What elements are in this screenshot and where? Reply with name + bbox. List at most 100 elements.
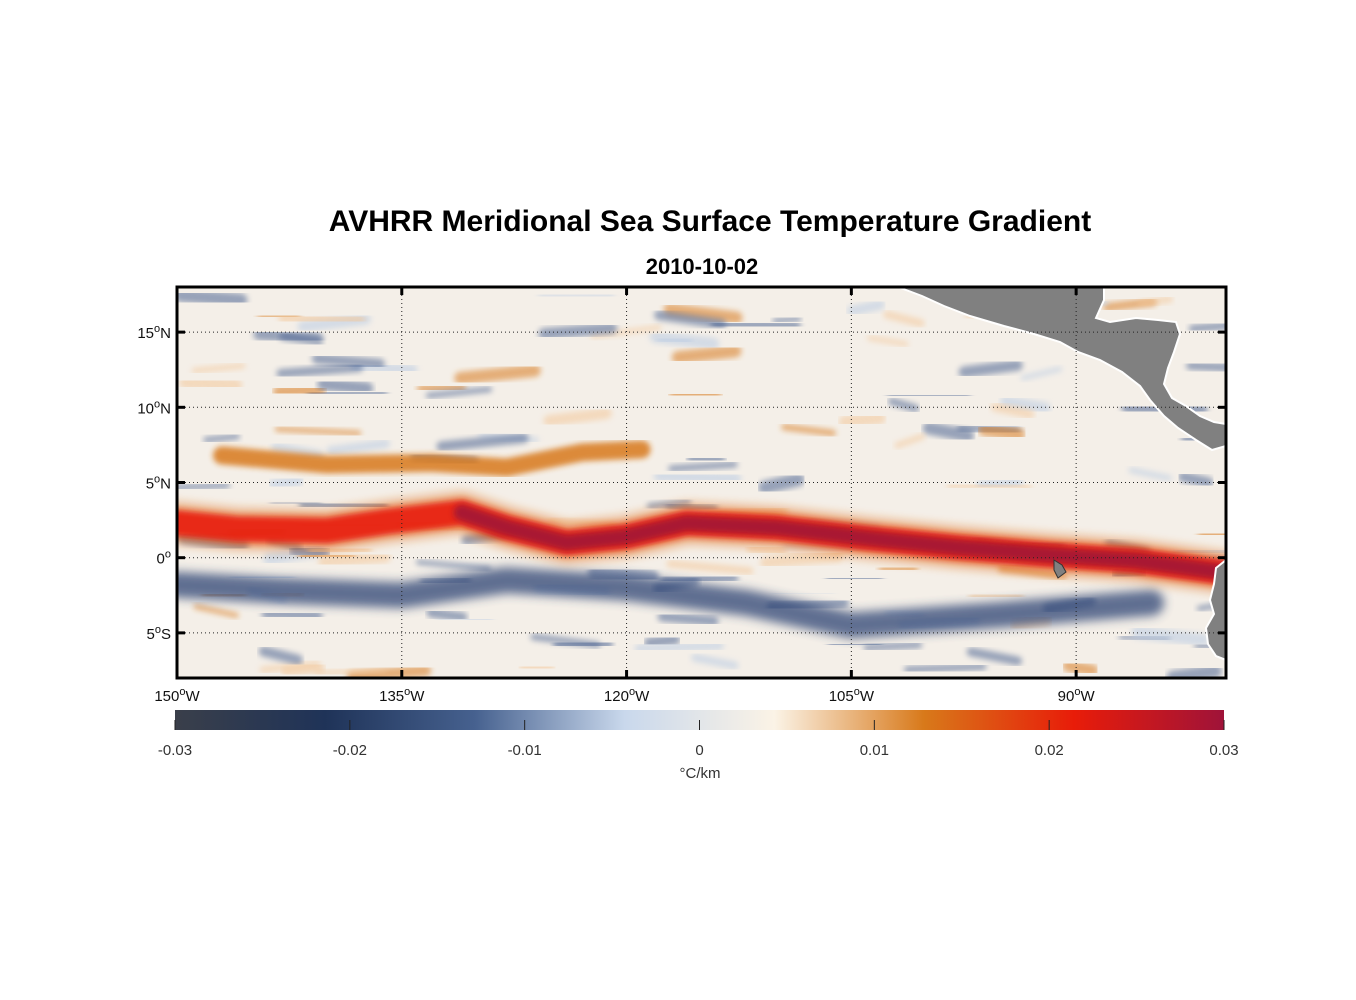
gradient-patch <box>894 433 926 449</box>
gradient-patch <box>538 322 618 340</box>
gradient-patch <box>846 299 886 317</box>
chart-title: AVHRR Meridional Sea Surface Temperature… <box>328 205 1092 238</box>
colorbar-tick-label: 0 <box>695 742 703 759</box>
gradient-patch <box>538 292 615 299</box>
gradient-patch <box>280 661 325 678</box>
gradient-patch <box>317 377 374 395</box>
gradient-patch <box>416 382 467 393</box>
gradient-patch <box>318 551 391 568</box>
gradient-patch <box>177 288 248 307</box>
x-tick-label: 90oW <box>1058 686 1096 705</box>
y-tick-label: 10oN <box>137 398 171 417</box>
gradient-patch <box>958 359 1023 378</box>
gradient-patch <box>1194 642 1226 650</box>
gradient-patch <box>179 375 243 392</box>
gradient-patch <box>660 573 739 585</box>
land-mask <box>897 287 1226 662</box>
gradient-patch <box>278 311 366 327</box>
gradient-patch <box>888 397 920 413</box>
gradient-patch <box>314 667 388 676</box>
gradient-patch <box>1131 625 1210 647</box>
gradient-patch <box>653 470 742 485</box>
colorbar-label: °C/km <box>680 765 721 782</box>
chart-subtitle: 2010-10-02 <box>645 254 759 279</box>
gradient-patch <box>274 426 362 436</box>
gradient-patch <box>968 589 1024 603</box>
gradient-patch <box>276 363 364 378</box>
gradient-patch <box>643 634 681 649</box>
x-tick-label: 120oW <box>604 686 650 705</box>
x-axis: 150oW 135oW 120oW 105oW 90oW <box>154 287 1095 705</box>
grid-lines <box>177 287 1226 678</box>
gradient-patch <box>838 411 886 429</box>
gradient-patch <box>268 475 305 491</box>
gradient-patch <box>1138 295 1174 308</box>
gradient-patch <box>416 559 492 571</box>
gradient-patch <box>346 664 432 678</box>
y-tick-label: 5oN <box>146 474 171 493</box>
gradient-patch <box>922 421 975 443</box>
secondary-front-band <box>213 440 651 477</box>
gradient-patch <box>1166 664 1222 678</box>
gradient-patch <box>553 637 614 652</box>
gradient-patch <box>867 335 909 347</box>
gradient-patch <box>883 310 925 328</box>
colorbar-tick-label: 0.01 <box>860 742 889 759</box>
plot-area <box>177 287 1226 678</box>
gradient-patch <box>1188 321 1226 333</box>
galapagos-island <box>1053 559 1067 579</box>
equatorial-front-core <box>453 504 1226 581</box>
gradient-patch <box>258 646 303 666</box>
gradient-patch <box>1000 395 1051 414</box>
colorbar-tick-label: -0.02 <box>333 742 367 759</box>
gradient-patch <box>657 611 719 627</box>
gradient-patch <box>518 662 555 673</box>
gradient-patch <box>671 344 742 364</box>
gradient-patch <box>326 439 391 456</box>
colorbar-tick-label: 0.03 <box>1209 742 1238 759</box>
gradient-patch <box>663 303 743 324</box>
colorbar-tick-label: -0.01 <box>508 742 542 759</box>
gradient-patch <box>311 353 385 370</box>
gradient-patch <box>279 332 324 346</box>
gradient-patch <box>781 423 837 437</box>
colorbar-ticks: -0.03 -0.02 -0.01 0 0.01 0.02 0.03 <box>158 720 1239 759</box>
gradient-patch <box>656 335 693 345</box>
south-america-land <box>1204 558 1226 662</box>
gradient-patch <box>425 386 493 399</box>
colorbar: -0.03 -0.02 -0.01 0 0.01 0.02 0.03 °C/km <box>158 710 1239 782</box>
gradient-patch <box>1197 527 1226 541</box>
gradient-patch <box>272 382 326 399</box>
colorbar-tick-label: -0.03 <box>158 742 192 759</box>
gradient-patch <box>978 423 1026 441</box>
gradient-patch <box>758 472 805 495</box>
y-tick-label: 0o <box>157 549 171 568</box>
gradient-patch <box>177 482 231 491</box>
gradient-patch <box>710 319 801 331</box>
y-axis: 15oN 10oN 5oN 0o 5oS <box>137 323 1226 643</box>
gradient-patch <box>990 402 1035 419</box>
gradient-patch <box>878 564 919 573</box>
gradient-patch <box>1178 471 1214 489</box>
gradient-patch <box>261 609 323 621</box>
gradient-field <box>177 288 1226 678</box>
gradient-patch <box>654 310 727 330</box>
gradient-patch <box>666 559 754 576</box>
gradient-patch <box>271 442 324 461</box>
gradient-patch <box>668 461 738 472</box>
gradient-patch <box>1062 659 1099 677</box>
gradient-patch <box>436 432 529 452</box>
gradient-patch <box>946 482 1033 490</box>
gradient-patch <box>686 453 726 465</box>
central-america-land <box>897 287 1226 452</box>
gradient-patch <box>587 565 660 584</box>
y-tick-label: 15oN <box>137 323 171 342</box>
gradient-patch <box>904 663 987 674</box>
gradient-patch <box>966 647 1023 666</box>
gradient-patch <box>691 653 739 670</box>
y-tick-label: 5oS <box>147 624 171 643</box>
x-tick-label: 150oW <box>154 686 200 705</box>
gradient-patch <box>1128 467 1172 482</box>
gradient-patch <box>1020 366 1063 381</box>
